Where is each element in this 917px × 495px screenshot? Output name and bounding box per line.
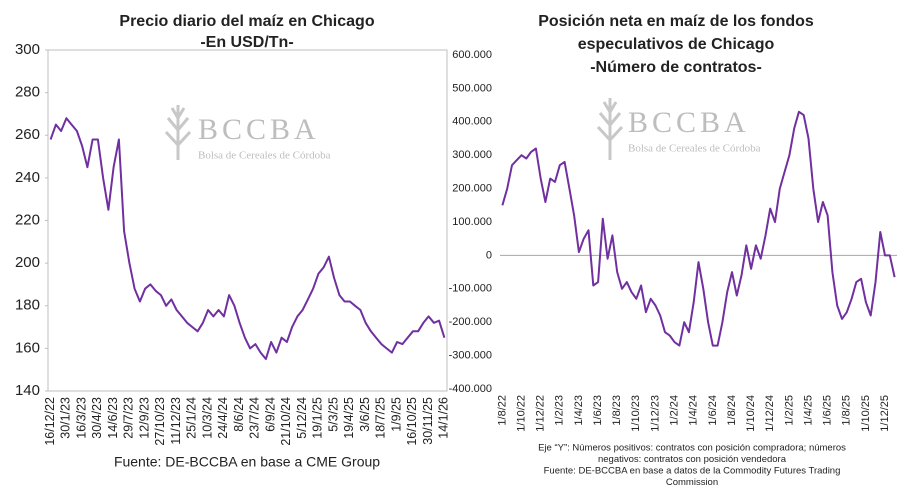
y-tick-label: 500.000 <box>452 82 492 94</box>
x-tick-label: 1/10/23 <box>630 395 642 432</box>
y-tick-label: -400.000 <box>449 383 492 395</box>
y-tick-label: 300 <box>15 41 40 58</box>
y-tick-label: 180 <box>15 297 40 314</box>
x-tick-label: 23/7/24 <box>248 397 262 439</box>
y-tick-label: 140 <box>15 382 40 399</box>
y-tick-label: 220 <box>15 211 40 228</box>
x-tick-label: 16/3/23 <box>74 397 88 439</box>
x-tick-label: 14/6/23 <box>106 397 120 439</box>
chart-title: -Número de contratos- <box>590 59 762 76</box>
watermark-logo: BCCBA <box>628 106 750 139</box>
y-tick-label: 0 <box>486 249 492 261</box>
source-note: Fuente: DE-BCCBA en base a CME Group <box>114 454 380 470</box>
x-tick-label: 3/6/25 <box>358 397 372 432</box>
footnote: Fuente: DE-BCCBA en base a datos de la C… <box>544 466 841 477</box>
x-tick-label: 1/6/25 <box>822 395 834 426</box>
y-tick-label: 260 <box>15 126 40 143</box>
x-tick-label: 1/6/24 <box>707 395 719 426</box>
y-tick-label: 100.000 <box>452 216 492 228</box>
footnote: negativos: contratos con posición vended… <box>598 454 787 465</box>
x-tick-label: 16/12/22 <box>43 397 57 446</box>
y-tick-label: 400.000 <box>452 116 492 128</box>
y-tick-label: 300.000 <box>452 149 492 161</box>
x-tick-label: 1/4/23 <box>573 395 585 426</box>
chart-title: -En USD/Tn- <box>200 34 293 51</box>
x-tick-label: 1/10/22 <box>515 395 527 432</box>
x-tick-label: 1/10/24 <box>745 395 757 432</box>
x-tick-label: 5/3/25 <box>326 397 340 432</box>
series-line <box>49 117 446 360</box>
x-tick-label: 1/8/23 <box>611 395 623 426</box>
footnote: Eje “Y”: Números positivos: contratos co… <box>538 443 846 454</box>
series-line <box>501 110 896 347</box>
x-tick-label: 1/8/24 <box>726 395 738 426</box>
y-tick-label: -300.000 <box>449 350 492 362</box>
wheat-icon <box>164 98 624 160</box>
x-tick-label: 1/8/25 <box>841 395 853 426</box>
x-tick-label: 1/2/23 <box>554 395 566 426</box>
x-tick-label: 1/8/22 <box>496 395 508 426</box>
y-tick-label: -200.000 <box>449 316 492 328</box>
x-tick-label: 30/11/25 <box>421 397 435 445</box>
x-tick-label: 5/12/24 <box>295 397 309 439</box>
watermark-subtitle: Bolsa de Cereales de Córdoba <box>198 150 331 162</box>
y-tick-label: 200.000 <box>452 183 492 195</box>
y-tick-label: 600.000 <box>452 49 492 61</box>
x-tick-label: 1/4/24 <box>688 395 700 426</box>
x-tick-label: 25/1/24 <box>185 397 199 439</box>
chart-title: Precio diario del maíz en Chicago <box>119 13 374 30</box>
x-tick-label: 1/6/23 <box>592 395 604 426</box>
x-tick-label: 1/12/25 <box>879 395 891 432</box>
x-tick-label: 19/4/25 <box>342 397 356 439</box>
x-tick-label: 27/10/23 <box>153 397 167 446</box>
x-tick-label: 1/12/24 <box>764 395 776 432</box>
footnote: Commission <box>666 477 718 488</box>
x-tick-label: 19/1/25 <box>311 397 325 439</box>
x-tick-label: 16/10/25 <box>405 397 419 446</box>
x-tick-label: 1/9/25 <box>389 397 403 432</box>
watermark-logo: BCCBA <box>198 113 320 146</box>
x-tick-label: 1/2/24 <box>668 395 680 426</box>
y-tick-label: 280 <box>15 84 40 101</box>
watermark-subtitle: Bolsa de Cereales de Córdoba <box>628 143 761 155</box>
y-tick-label: 240 <box>15 169 40 186</box>
x-tick-label: 1/12/23 <box>649 395 661 432</box>
chart-title: Posición neta en maíz de los fondos <box>538 13 814 30</box>
plot-frame <box>47 49 448 392</box>
x-tick-label: 1/12/22 <box>535 395 547 432</box>
x-tick-label: 1/10/25 <box>860 395 872 432</box>
x-tick-label: 18/7/25 <box>374 397 388 439</box>
y-tick-label: 200 <box>15 254 40 271</box>
x-tick-label: 1/2/25 <box>783 395 795 426</box>
x-tick-label: 14/1/26 <box>437 397 451 439</box>
x-tick-label: 8/6/24 <box>232 397 246 432</box>
x-tick-label: 1/4/25 <box>802 395 814 426</box>
x-tick-label: 6/9/24 <box>263 397 277 432</box>
y-tick-label: 160 <box>15 339 40 356</box>
x-tick-label: 29/7/23 <box>122 397 136 439</box>
x-tick-label: 11/12/23 <box>169 397 183 445</box>
chart-title: especulativos de Chicago <box>578 36 775 53</box>
x-tick-label: 10/3/24 <box>200 397 214 439</box>
x-tick-label: 30/4/23 <box>90 397 104 439</box>
x-tick-label: 21/10/24 <box>279 397 293 446</box>
x-tick-label: 24/4/24 <box>216 397 230 439</box>
x-tick-label: 12/9/23 <box>137 397 151 439</box>
y-tick-label: -100.000 <box>449 283 492 295</box>
x-tick-label: 30/1/23 <box>59 397 73 439</box>
